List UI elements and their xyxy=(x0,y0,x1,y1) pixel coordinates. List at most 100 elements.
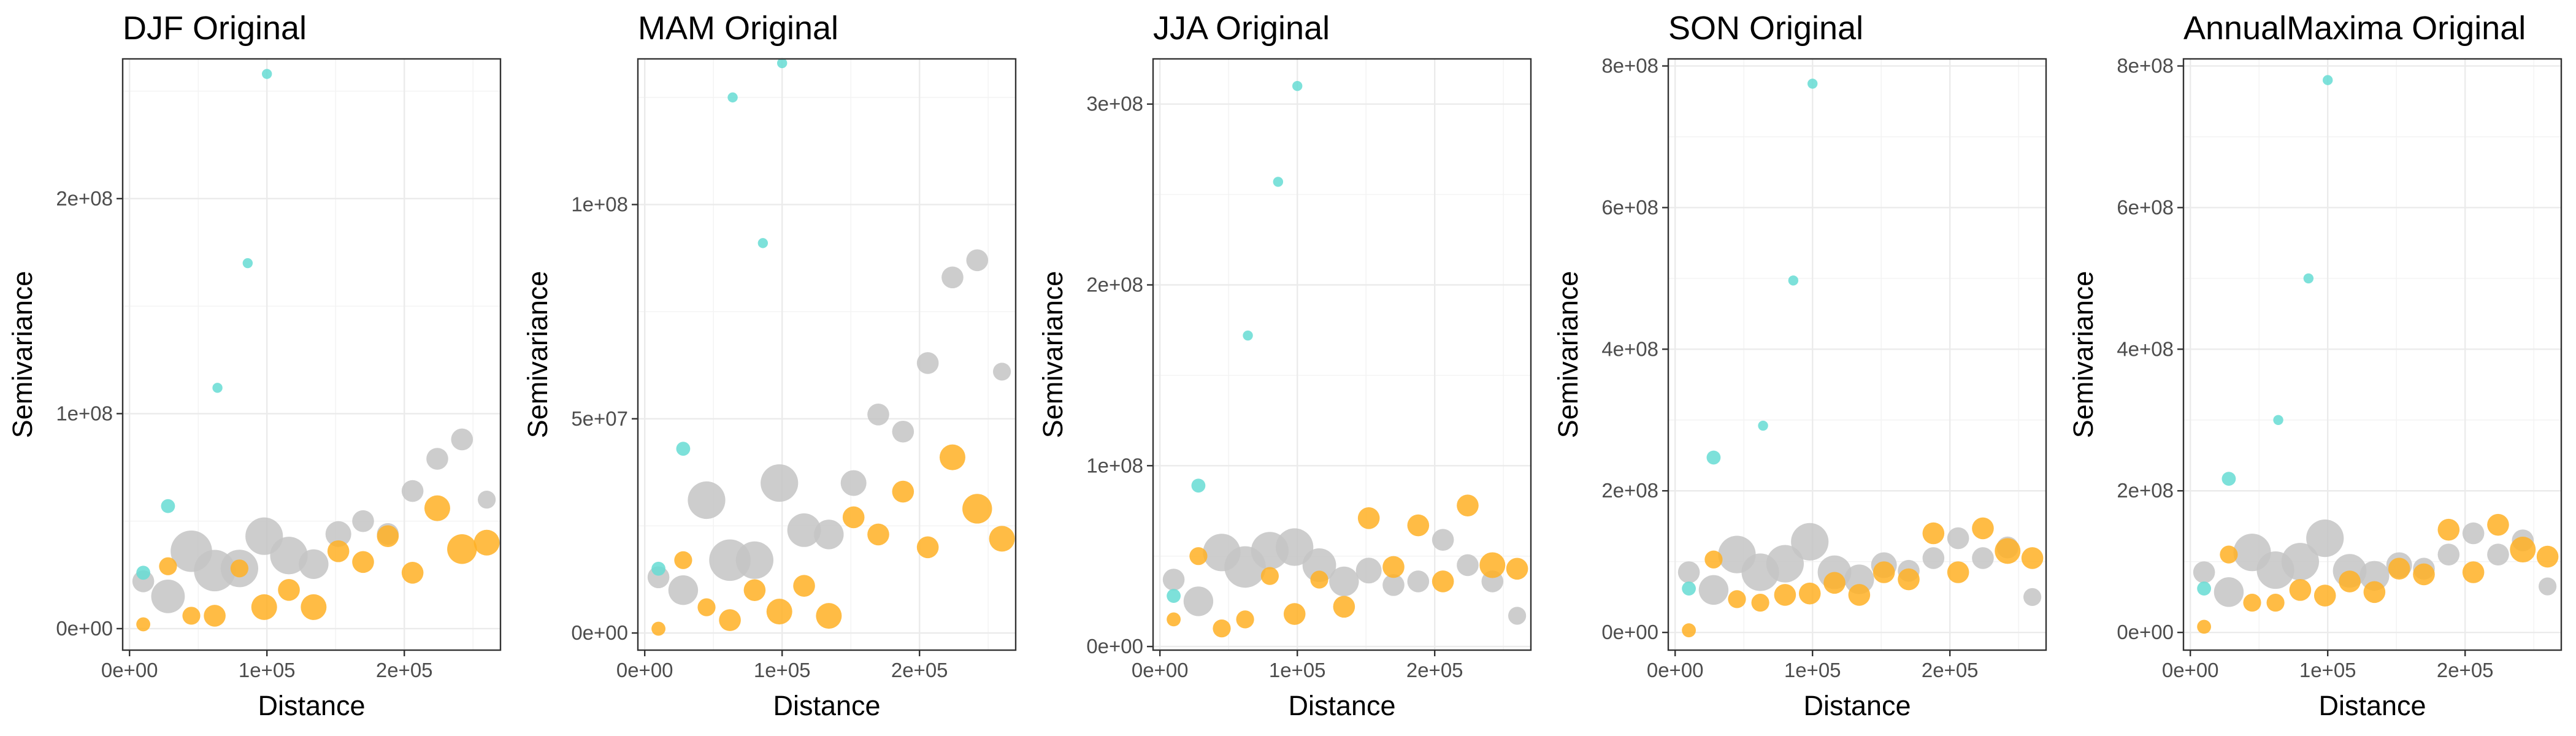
data-point xyxy=(1382,556,1405,578)
plot-area xyxy=(1147,58,1532,656)
data-point xyxy=(182,607,201,625)
plot-background xyxy=(638,59,1016,650)
panel-border xyxy=(1667,58,2047,651)
data-point xyxy=(377,525,399,548)
data-point xyxy=(2323,75,2333,85)
data-point xyxy=(651,621,665,636)
data-point xyxy=(2413,563,2435,586)
data-point xyxy=(1382,574,1405,596)
x-tick-label: 2e+05 xyxy=(1406,659,1463,681)
y-tick-label: 6e+08 xyxy=(2117,196,2174,218)
data-point xyxy=(688,481,726,519)
y-tick-label: 1e+08 xyxy=(56,402,113,424)
data-point xyxy=(814,519,844,550)
data-point xyxy=(1972,517,1994,540)
data-point xyxy=(299,549,329,579)
data-point xyxy=(2462,561,2485,583)
data-point xyxy=(2359,561,2390,591)
data-point xyxy=(962,494,992,524)
data-point xyxy=(1506,558,1528,580)
y-tick-label: 1e+08 xyxy=(571,193,628,216)
data-point xyxy=(1508,607,1527,625)
x-tick-label: 2e+05 xyxy=(2437,659,2494,681)
y-tick-label: 6e+08 xyxy=(1601,196,1658,218)
data-point xyxy=(2487,543,2509,565)
data-point xyxy=(1292,81,1303,91)
data-point xyxy=(136,617,151,632)
data-point xyxy=(793,575,815,597)
data-point xyxy=(204,605,226,627)
data-point xyxy=(2197,581,2212,596)
data-point xyxy=(2193,561,2215,583)
data-point xyxy=(447,534,477,564)
data-point xyxy=(1947,527,1969,550)
data-point xyxy=(159,557,177,575)
panel-son: SON Original Distance Semivariance 0e+00… xyxy=(1552,10,2047,721)
data-point xyxy=(1774,584,1796,606)
data-point xyxy=(2266,594,2285,612)
data-point xyxy=(1873,561,1895,583)
data-point xyxy=(401,562,424,584)
data-point xyxy=(1302,548,1336,582)
data-point xyxy=(842,506,865,529)
data-point xyxy=(270,537,308,575)
data-point xyxy=(325,521,351,547)
data-point xyxy=(2303,273,2314,284)
data-point xyxy=(727,92,738,103)
data-point xyxy=(2510,537,2536,563)
data-point xyxy=(993,362,1011,381)
data-point xyxy=(2437,543,2460,565)
data-point xyxy=(2023,588,2042,607)
data-point xyxy=(1162,569,1185,591)
data-point xyxy=(1479,552,1506,578)
x-tick-label: 1e+05 xyxy=(1784,659,1841,681)
data-point xyxy=(1823,572,1846,594)
panel-border xyxy=(637,58,1017,651)
data-point xyxy=(1273,177,1284,187)
data-point xyxy=(1791,523,1829,561)
panel-title: MAM Original xyxy=(638,10,838,47)
y-tick-label: 8e+08 xyxy=(1601,55,1658,77)
x-tick-label: 1e+05 xyxy=(1269,659,1326,681)
data-point xyxy=(1704,550,1723,569)
x-tick-label: 1e+05 xyxy=(239,659,296,681)
data-point xyxy=(735,541,773,579)
data-points xyxy=(1162,81,1528,638)
data-point xyxy=(1677,561,1700,583)
data-point xyxy=(1728,590,1746,608)
data-point xyxy=(1457,554,1479,577)
data-points xyxy=(2193,75,2559,634)
data-point xyxy=(757,238,769,248)
data-point xyxy=(1698,575,1729,605)
x-axis-title: Distance xyxy=(1803,690,1911,721)
data-point xyxy=(1922,522,1945,545)
data-point xyxy=(674,551,692,569)
data-point xyxy=(1432,570,1454,592)
y-tick-label: 0e+00 xyxy=(2117,621,2174,643)
data-point xyxy=(1706,450,1721,465)
data-point xyxy=(2437,518,2460,541)
y-tick-label: 3e+08 xyxy=(1086,93,1143,115)
panel-annualmaxima: AnnualMaxima Original Distance Semivaria… xyxy=(2068,10,2563,721)
data-point xyxy=(301,594,327,620)
data-point xyxy=(916,536,939,559)
data-point xyxy=(1276,528,1314,566)
data-point xyxy=(2214,577,2244,607)
plot-area xyxy=(2177,58,2563,656)
data-point xyxy=(1457,494,1479,516)
data-point xyxy=(651,561,665,576)
data-point xyxy=(816,603,842,629)
data-point xyxy=(1788,275,1799,286)
data-point xyxy=(676,442,691,456)
data-point xyxy=(867,523,889,546)
data-point xyxy=(2306,519,2344,558)
data-point xyxy=(278,579,300,601)
data-point xyxy=(1922,547,1945,569)
data-point xyxy=(2363,581,2386,604)
y-axis-title: Semivariance xyxy=(7,271,38,439)
y-axis-title: Semivariance xyxy=(1037,271,1068,439)
data-point xyxy=(743,579,766,602)
data-point xyxy=(451,428,473,451)
data-point xyxy=(2021,547,2044,569)
data-point xyxy=(2289,579,2312,601)
